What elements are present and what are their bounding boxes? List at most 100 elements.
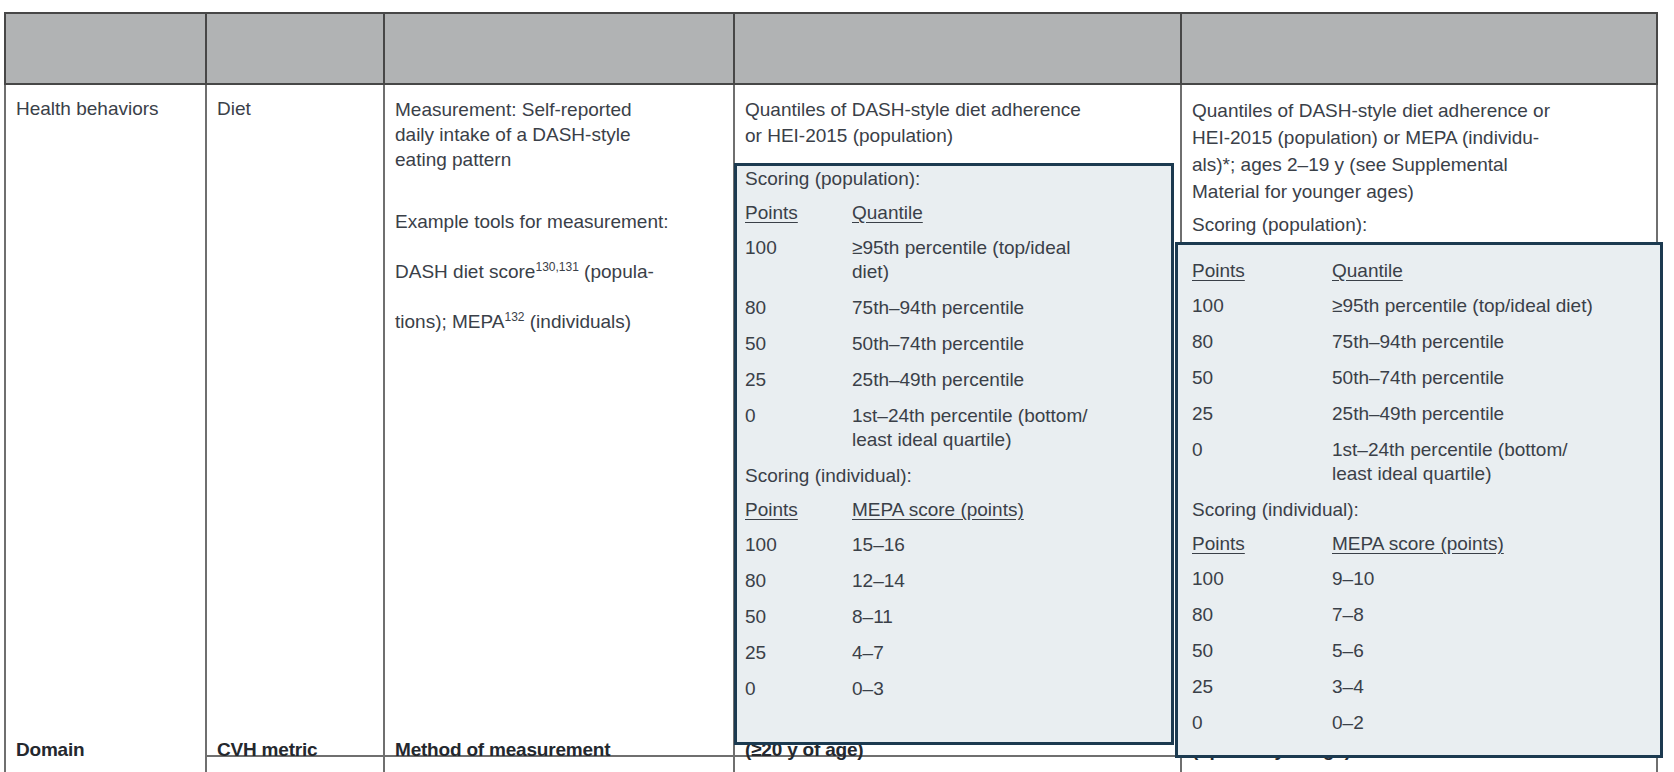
header-divider-4 (1180, 12, 1182, 85)
cell-children: Quantiles of DASH-style diet adherence o… (1192, 97, 1650, 747)
column-divider-domain (205, 12, 207, 772)
citation-130-131: 130,131 (535, 260, 578, 274)
score-points: 50 (1192, 366, 1332, 390)
score-desc: 25th–49th percentile (852, 368, 1165, 392)
score-desc: 5–6 (1332, 639, 1650, 663)
score-row: 8075th–94th percentile (745, 296, 1165, 320)
score-desc: 75th–94th percentile (852, 296, 1165, 320)
score-row: 508–11 (745, 605, 1165, 629)
score-points: 0 (745, 677, 852, 701)
score-desc: 0–2 (1332, 711, 1650, 735)
paper-table-screenshot: Domain CVH metric Method of measurement … (0, 0, 1674, 772)
cell-adults: Quantiles of DASH-style diet adherence o… (745, 97, 1165, 713)
score-points: 100 (745, 236, 852, 284)
score-desc: 15–16 (852, 533, 1165, 557)
mepa-score-column-header: MEPA score (points) (852, 498, 1024, 522)
cell-method: Measurement: Self-reported daily intake … (395, 97, 730, 359)
children-scoring-individual-label: Scoring (individual): (1192, 498, 1650, 522)
score-row: 2525th–49th percentile (745, 368, 1165, 392)
score-points: 80 (745, 569, 852, 593)
score-row: 8075th–94th percentile (1192, 330, 1650, 354)
points-column-header: Points (1192, 259, 1332, 283)
table-left-border (4, 12, 6, 772)
adults-individual-score-header: Points MEPA score (points) (745, 498, 1165, 522)
score-row: 100≥95th percentile (top/ideal diet) (745, 236, 1165, 284)
score-row: 00–3 (745, 677, 1165, 701)
score-row: 00–2 (1192, 711, 1650, 735)
score-desc: 50th–74th percentile (852, 332, 1165, 356)
score-row: 8012–14 (745, 569, 1165, 593)
score-desc: 7–8 (1332, 603, 1650, 627)
score-row: 1009–10 (1192, 567, 1650, 591)
method-measurement-text: Measurement: Self-reported daily intake … (395, 97, 730, 172)
header-method: Method of measurement (395, 737, 610, 762)
score-points: 80 (1192, 603, 1332, 627)
method-example-line2: DASH diet score130,131 (popula- (395, 259, 730, 284)
header-metric: CVH metric (217, 737, 317, 762)
score-row: 505–6 (1192, 639, 1650, 663)
score-points: 25 (745, 641, 852, 665)
score-points: 25 (745, 368, 852, 392)
children-scoring-population-label: Scoring (population): (1192, 213, 1650, 237)
quantile-column-header: Quantile (1332, 259, 1403, 283)
score-points: 80 (745, 296, 852, 320)
score-points: 100 (1192, 294, 1332, 318)
score-points: 100 (745, 533, 852, 557)
score-points: 25 (1192, 402, 1332, 426)
score-points: 50 (745, 332, 852, 356)
quantile-column-header: Quantile (852, 201, 923, 225)
score-desc: 8–11 (852, 605, 1165, 629)
score-desc: 1st–24th percentile (bottom/ least ideal… (1332, 438, 1650, 486)
score-desc: 12–14 (852, 569, 1165, 593)
score-row: 807–8 (1192, 603, 1650, 627)
children-population-score-header: Points Quantile (1192, 259, 1650, 283)
score-desc: 75th–94th percentile (1332, 330, 1650, 354)
adults-scoring-population-label: Scoring (population): (745, 167, 1165, 191)
score-row: 01st–24th percentile (bottom/ least idea… (745, 404, 1165, 452)
score-points: 0 (1192, 438, 1332, 486)
method-example-tools-text: Example tools for measurement: DASH diet… (395, 184, 730, 359)
score-row: 01st–24th percentile (bottom/ least idea… (1192, 438, 1650, 486)
header-divider-3 (733, 12, 735, 85)
score-desc: 1st–24th percentile (bottom/ least ideal… (852, 404, 1165, 452)
score-row: 2525th–49th percentile (1192, 402, 1650, 426)
header-domain: Domain (16, 737, 84, 762)
adults-intro-text: Quantiles of DASH-style diet adherence o… (745, 97, 1165, 149)
score-desc: 0–3 (852, 677, 1165, 701)
children-individual-score-header: Points MEPA score (points) (1192, 532, 1650, 556)
children-intro-text: Quantiles of DASH-style diet adherence o… (1192, 97, 1650, 205)
points-column-header: Points (1192, 532, 1332, 556)
score-row: 253–4 (1192, 675, 1650, 699)
points-column-header: Points (745, 498, 852, 522)
method-example-line3: tions); MEPA132 (individuals) (395, 309, 730, 334)
score-points: 25 (1192, 675, 1332, 699)
score-desc: 25th–49th percentile (1332, 402, 1650, 426)
score-row: 10015–16 (745, 533, 1165, 557)
score-desc: 50th–74th percentile (1332, 366, 1650, 390)
adults-population-score-header: Points Quantile (745, 201, 1165, 225)
score-desc: ≥95th percentile (top/ideal diet) (1332, 294, 1650, 318)
score-row: 5050th–74th percentile (745, 332, 1165, 356)
score-desc: 3–4 (1332, 675, 1650, 699)
table-header-row (4, 12, 1658, 85)
score-points: 50 (745, 605, 852, 629)
citation-132: 132 (504, 310, 524, 324)
cell-metric: Diet (217, 97, 367, 121)
score-desc: 9–10 (1332, 567, 1650, 591)
score-row: 5050th–74th percentile (1192, 366, 1650, 390)
score-points: 80 (1192, 330, 1332, 354)
score-points: 100 (1192, 567, 1332, 591)
score-row: 100≥95th percentile (top/ideal diet) (1192, 294, 1650, 318)
score-points: 50 (1192, 639, 1332, 663)
score-points: 0 (745, 404, 852, 452)
mepa-score-column-header: MEPA score (points) (1332, 532, 1504, 556)
score-desc: ≥95th percentile (top/ideal diet) (852, 236, 1165, 284)
cell-domain: Health behaviors (16, 97, 196, 121)
column-divider-metric (383, 12, 385, 772)
points-column-header: Points (745, 201, 852, 225)
header-divider-2 (383, 12, 385, 85)
score-desc: 4–7 (852, 641, 1165, 665)
score-row: 254–7 (745, 641, 1165, 665)
score-points: 0 (1192, 711, 1332, 735)
header-divider-1 (205, 12, 207, 85)
